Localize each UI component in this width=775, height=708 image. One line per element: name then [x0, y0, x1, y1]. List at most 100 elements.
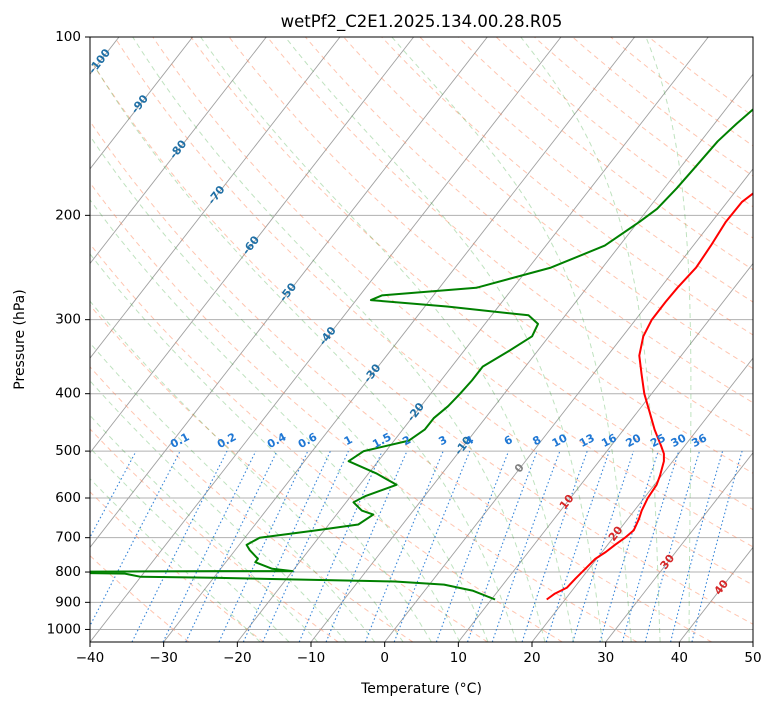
dry-adiabat-line	[90, 58, 753, 625]
mixing-ratio-line	[521, 450, 588, 642]
moist-adiabat-line	[391, 37, 632, 642]
isotherm-line	[384, 168, 753, 642]
isotherm-label: 40	[711, 577, 731, 597]
mixing-ratio-line	[218, 450, 309, 642]
plot-frame	[89, 36, 754, 643]
reference-lines	[90, 37, 753, 642]
dry-adiabat-line	[90, 182, 638, 642]
x-tick-label: 20	[523, 650, 540, 666]
y-tick-label: 800	[55, 564, 81, 580]
mixing-ratio-line	[325, 450, 408, 642]
mixing-ratio-label: 10	[550, 431, 570, 450]
isotherm-line	[90, 37, 488, 549]
x-tick-label: −30	[149, 650, 178, 666]
moist-adiabat-line	[645, 37, 692, 642]
dry-adiabat-line	[419, 37, 753, 303]
dry-adiabat-line	[381, 37, 753, 336]
mixing-ratio-line	[90, 450, 181, 628]
mixing-ratio-label: 6	[502, 433, 515, 448]
mixing-ratio-line	[131, 450, 228, 642]
moist-adiabat-line	[284, 37, 603, 642]
isotherm-line	[236, 37, 709, 642]
mixing-ratio-label: 30	[669, 431, 689, 450]
isotherm-label: 10	[557, 492, 577, 512]
dry-adiabat-line	[90, 120, 712, 642]
moist-adiabat-line	[90, 342, 376, 642]
dry-adiabat-line	[90, 366, 414, 642]
mixing-ratio-label: 1.5	[370, 430, 393, 451]
y-tick-label: 1000	[47, 621, 81, 637]
isotherm-label: -80	[167, 137, 190, 161]
mixing-ratio-label: 16	[599, 431, 619, 450]
mixing-ratio-label: 0.6	[296, 430, 320, 451]
dry-adiabat-line	[152, 37, 753, 548]
y-tick-label: 100	[55, 29, 81, 45]
dry-adiabat-line	[190, 37, 753, 511]
mixing-ratio-line	[621, 450, 680, 642]
mixing-ratio-label: 36	[689, 431, 709, 450]
y-tick-label: 200	[55, 207, 81, 223]
mixing-ratio-label: 1	[342, 433, 355, 448]
isotherm-line	[90, 37, 341, 359]
y-tick-label: 300	[55, 312, 81, 328]
dry-adiabat-line	[534, 37, 753, 208]
x-tick-label: −10	[297, 650, 326, 666]
mixing-ratio-label: 25	[648, 431, 668, 450]
dry-adiabat-line	[90, 491, 264, 642]
mixing-ratio-line	[242, 450, 331, 642]
dry-adiabat-line	[90, 554, 190, 642]
dewpoint-line	[90, 108, 753, 601]
isotherm-label: 30	[658, 552, 678, 572]
isotherm-line	[531, 357, 753, 642]
isotherm-label: -50	[277, 280, 300, 304]
dry-adiabat-line	[457, 37, 753, 271]
y-tick-label: 500	[55, 443, 81, 459]
x-tick-label: −40	[76, 650, 105, 666]
moist-adiabat-line	[90, 198, 461, 642]
profile-lines	[90, 108, 753, 601]
mixing-ratio-line	[162, 450, 257, 642]
isotherm-line	[90, 37, 267, 265]
mixing-ratio-line	[491, 450, 561, 642]
y-axis: 100 200 300 400 500 600 700 800 900 1000	[47, 29, 90, 637]
mixing-ratio-line	[599, 450, 659, 642]
temperature-line	[546, 192, 753, 601]
y-tick-label: 400	[55, 386, 81, 402]
isotherm-line	[310, 73, 753, 642]
isotherm-label: 0	[512, 461, 527, 475]
y-axis-title: Pressure (hPa)	[12, 289, 28, 389]
moist-adiabat-line	[90, 380, 347, 642]
isotherm-line	[163, 37, 636, 642]
mixing-ratio-line	[262, 450, 349, 642]
mixing-ratio-label: 2	[400, 433, 413, 448]
mixing-ratio-line	[393, 450, 471, 642]
x-tick-label: 10	[450, 650, 467, 666]
moist-adiabat-line	[520, 37, 661, 642]
moist-adiabat-line	[90, 253, 432, 642]
mixing-ratio-label: 20	[624, 431, 644, 450]
mixing-ratio-line	[298, 450, 383, 642]
isotherm-line	[457, 262, 753, 642]
dry-adiabat-line	[90, 243, 563, 642]
dry-adiabat-line	[343, 37, 753, 370]
moist-adiabat-line	[90, 447, 290, 642]
x-tick-label: 30	[597, 650, 614, 666]
mixing-ratio-label: 0.4	[265, 430, 289, 451]
mixing-ratio-line	[435, 450, 510, 642]
dry-adiabat-line	[90, 428, 339, 642]
x-axis-title: Temperature (°C)	[360, 681, 482, 697]
x-axis: −40 −30 −20 −10 0 10 20 30 40 50	[76, 642, 762, 666]
dry-adiabat-line	[114, 37, 753, 586]
moist-adiabat-line	[90, 414, 319, 642]
mixing-ratio-line	[90, 450, 137, 539]
mixing-ratio-line	[364, 450, 444, 642]
isotherm-line	[90, 37, 415, 454]
moist-adiabat-line	[90, 57, 517, 642]
moist-adiabat-line	[200, 37, 575, 642]
isotherm-line	[90, 37, 562, 642]
dry-adiabat-line	[305, 37, 753, 404]
y-tick-label: 700	[55, 530, 81, 546]
isotherm-line	[605, 452, 753, 642]
mixing-ratio-line	[572, 450, 635, 642]
